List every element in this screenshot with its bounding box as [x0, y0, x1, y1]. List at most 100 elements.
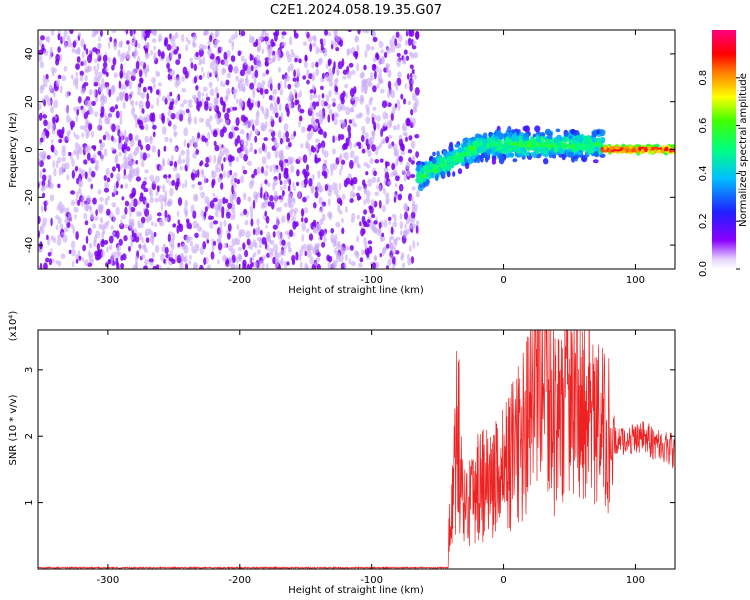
signal-cell: [459, 146, 464, 152]
y-tick-label: 3: [24, 367, 35, 373]
noise-cell: [270, 201, 275, 210]
noise-cell: [318, 224, 322, 231]
noise-cell: [137, 139, 142, 147]
noise-cell: [295, 251, 299, 261]
noise-cell: [279, 180, 283, 186]
noise-cell: [376, 83, 380, 89]
noise-cell: [408, 157, 412, 163]
y-tick-label: -40: [24, 237, 35, 253]
noise-cell: [293, 89, 297, 94]
signal-cell: [439, 171, 446, 177]
noise-cell: [70, 74, 74, 80]
noise-cell: [319, 128, 324, 135]
noise-cell: [395, 175, 400, 182]
x-tick-label: -200: [228, 575, 251, 586]
noise-cell: [137, 200, 141, 206]
noise-cell: [209, 88, 215, 96]
noise-cell: [263, 36, 269, 42]
noise-cell: [81, 195, 85, 204]
noise-cell: [356, 162, 360, 168]
noise-cell: [73, 78, 77, 86]
noise-cell: [123, 30, 127, 33]
noise-cell: [203, 211, 207, 217]
noise-cell: [138, 83, 142, 88]
noise-cell: [109, 106, 116, 113]
noise-cell: [161, 115, 165, 124]
noise-cell: [378, 228, 381, 234]
noise-cell: [104, 197, 109, 206]
noise-cell: [238, 246, 242, 252]
noise-cell: [195, 85, 199, 91]
noise-cell: [144, 199, 148, 206]
noise-cell: [190, 62, 194, 69]
noise-cell: [258, 244, 262, 249]
noise-cell: [38, 54, 43, 62]
noise-cell: [98, 36, 101, 42]
noise-cell: [111, 123, 116, 133]
noise-cell: [342, 75, 347, 80]
noise-cell: [303, 178, 309, 185]
noise-cell: [173, 76, 177, 81]
noise-cell: [281, 215, 286, 223]
signal-cell: [471, 136, 476, 142]
noise-cell: [244, 219, 249, 226]
noise-cell: [120, 255, 124, 261]
line-cell: [656, 149, 661, 154]
noise-cell: [292, 181, 295, 188]
noise-cell: [386, 46, 392, 54]
noise-cell: [289, 63, 294, 72]
noise-cell: [162, 184, 166, 193]
noise-cell: [249, 258, 252, 265]
noise-cell: [242, 242, 246, 250]
noise-cell: [254, 129, 259, 135]
noise-cell: [172, 223, 177, 228]
noise-cell: [339, 199, 343, 206]
noise-cell: [305, 264, 309, 269]
noise-cell: [201, 135, 206, 142]
noise-cell: [396, 58, 402, 67]
spectrogram-y-label: Frequency (Hz): [8, 112, 19, 188]
noise-cell: [88, 107, 94, 115]
signal-cell: [546, 135, 553, 140]
noise-cell: [45, 73, 49, 80]
noise-cell: [59, 208, 64, 214]
noise-cell: [234, 237, 238, 246]
noise-cell: [226, 72, 232, 79]
noise-cell: [289, 247, 293, 253]
noise-cell: [401, 262, 406, 269]
noise-cell: [86, 128, 90, 138]
noise-cell: [217, 198, 222, 206]
noise-cell: [321, 146, 325, 155]
noise-cell: [181, 87, 187, 93]
noise-cell: [188, 236, 193, 241]
noise-cell: [198, 60, 202, 66]
noise-cell: [173, 49, 179, 55]
signal-cell: [446, 155, 452, 163]
noise-cell: [317, 157, 321, 162]
noise-cell: [330, 238, 334, 244]
noise-cell: [236, 178, 241, 185]
noise-cell: [134, 261, 139, 269]
noise-cell: [99, 139, 102, 144]
line-cell: [660, 148, 665, 154]
noise-cell: [353, 123, 358, 128]
noise-cell: [243, 208, 248, 215]
noise-cell: [181, 255, 185, 262]
noise-cell: [260, 32, 264, 41]
noise-cell: [61, 232, 65, 237]
noise-cell: [343, 179, 348, 188]
noise-cell: [354, 35, 360, 43]
x-tick-label: -200: [228, 275, 251, 286]
noise-cell: [219, 227, 223, 235]
noise-cell: [39, 85, 44, 94]
noise-cell: [57, 156, 62, 164]
noise-cell: [292, 77, 297, 82]
noise-cell: [385, 200, 390, 206]
noise-cell: [349, 198, 354, 204]
noise-cell: [316, 252, 321, 258]
noise-cell: [267, 201, 272, 207]
noise-cell: [371, 213, 376, 219]
noise-cell: [205, 231, 210, 240]
noise-cell: [47, 121, 51, 130]
noise-cell: [409, 224, 415, 230]
